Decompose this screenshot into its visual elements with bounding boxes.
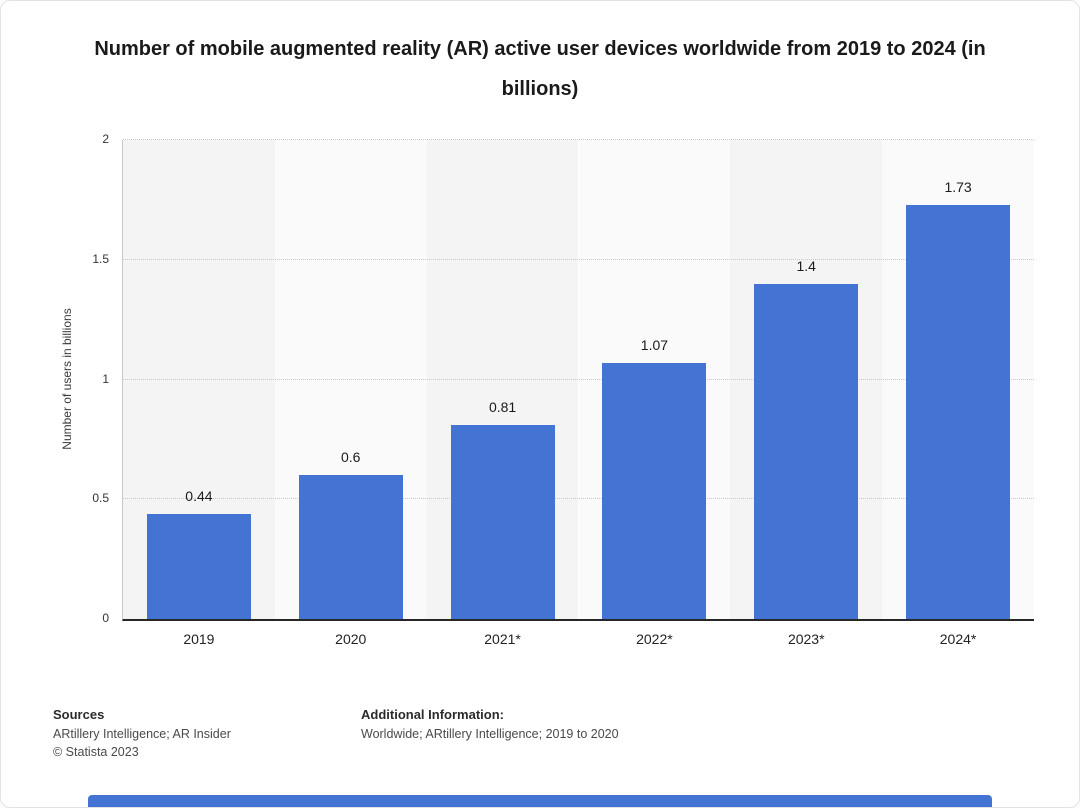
- x-axis-label: 2024*: [939, 631, 977, 647]
- bar-2022: [602, 362, 707, 619]
- y-axis-tick-label: 0: [102, 611, 109, 625]
- gridline: [123, 139, 1034, 140]
- gridline: [123, 378, 1034, 380]
- gridline: [123, 498, 1034, 500]
- bar-value-label: 0.81: [488, 399, 517, 416]
- x-axis-label: 2023*: [787, 631, 825, 647]
- bottom-strip: [88, 795, 992, 807]
- gridline: [123, 258, 1034, 260]
- chart-title: Number of mobile augmented reality (AR) …: [94, 38, 986, 100]
- sources-text: ARtillery Intelligence; AR Insider: [53, 726, 231, 741]
- x-axis-label: 2019: [183, 631, 215, 647]
- bar-2021: [450, 425, 555, 619]
- y-axis-tick-label: 0.5: [92, 491, 109, 506]
- y-axis-tick-label: 2: [102, 132, 109, 146]
- x-axis-label: 2020: [335, 631, 367, 647]
- bar-value-label: 1.73: [944, 178, 972, 195]
- y-axis-title: Number of users in billions: [60, 308, 74, 450]
- bar-value-label: 0.6: [341, 449, 361, 466]
- plot-area: 0.44 2019 0.6 2020 0.81 2021* 1.07 2022* 1.4 2023…: [122, 139, 1034, 647]
- bar-value-label: 1.07: [640, 336, 669, 353]
- additional-info-text: Worldwide; ARtillery Intelligence; 2019 …: [361, 726, 619, 741]
- footer-additional: Additional Information: Worldwide; ARtil…: [361, 705, 619, 743]
- bar-value-label: 0.44: [185, 487, 213, 504]
- footer-sources: Sources ARtillery Intelligence; AR Insid…: [53, 705, 231, 762]
- bar-2019: [146, 513, 251, 619]
- bar-2024: [906, 204, 1011, 619]
- x-axis-label: 2021*: [484, 631, 521, 647]
- bar-2020: [298, 475, 403, 619]
- additional-info-label: Additional Information:: [361, 707, 504, 722]
- y-axis-tick-label: 1.5: [92, 251, 109, 266]
- x-axis-label: 2022*: [636, 631, 673, 647]
- copyright-text: © Statista 2023: [53, 745, 139, 760]
- sources-label: Sources: [53, 707, 105, 722]
- bar-value-label: 1.4: [796, 257, 816, 274]
- bar-2023: [754, 283, 859, 619]
